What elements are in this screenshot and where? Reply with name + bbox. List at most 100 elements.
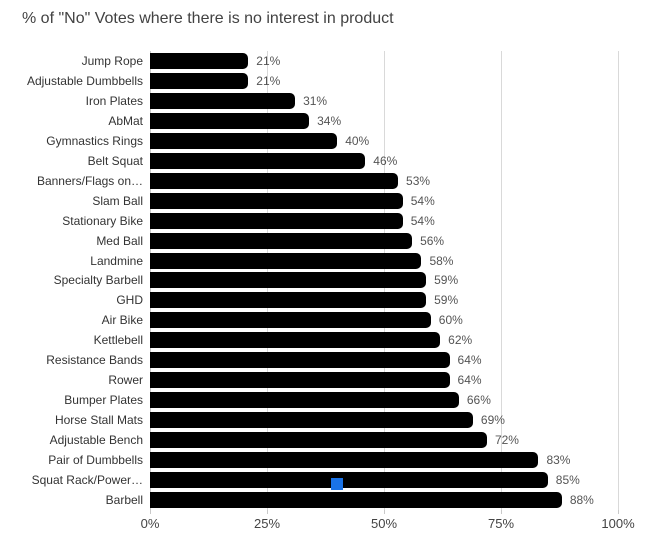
category-label: Barbell: [105, 492, 143, 507]
value-label: 53%: [406, 173, 431, 188]
bar[interactable]: [150, 312, 431, 329]
bar[interactable]: [150, 432, 487, 449]
value-label: 21%: [256, 53, 281, 68]
bar-track: 21%: [150, 51, 618, 71]
gridline: [501, 51, 502, 510]
category-label: Landmine: [90, 253, 143, 268]
bar[interactable]: [150, 392, 459, 409]
bar-row: AbMat 34%: [0, 111, 618, 131]
category-label: Adjustable Bench: [49, 433, 143, 448]
bar-row: Resistance Bands 64%: [0, 350, 618, 370]
bar-track: 88%: [150, 490, 618, 510]
axis-tick: [150, 510, 151, 514]
bar-track: 59%: [150, 290, 618, 310]
bar-track: 31%: [150, 91, 618, 111]
value-label: 66%: [466, 393, 491, 408]
bar-row: Slam Ball 54%: [0, 191, 618, 211]
bar-rows: Jump Rope 21% Adjustable Dumbbells 21% I…: [0, 51, 618, 510]
bar-row: Barbell 88%: [0, 490, 618, 510]
bar-track: 34%: [150, 111, 618, 131]
value-label: 64%: [457, 353, 482, 368]
bar-row: Gymnastics Rings 40%: [0, 131, 618, 151]
bar[interactable]: [150, 352, 450, 369]
bar-row: Horse Stall Mats 69%: [0, 410, 618, 430]
category-label: GHD: [116, 293, 143, 308]
selection-handle[interactable]: [331, 478, 343, 490]
value-label: 62%: [448, 333, 473, 348]
bar[interactable]: [150, 72, 249, 89]
category-label: Iron Plates: [85, 93, 143, 108]
bar[interactable]: [150, 52, 249, 69]
bar-row: Specialty Barbell 59%: [0, 270, 618, 290]
bar-row: Bumper Plates 66%: [0, 390, 618, 410]
bar[interactable]: [150, 172, 399, 189]
bar[interactable]: [150, 92, 296, 109]
bar[interactable]: [150, 252, 422, 269]
axis-tick: [267, 510, 268, 514]
bar-track: 85%: [150, 470, 618, 490]
bar[interactable]: [150, 412, 473, 429]
value-label: 54%: [410, 213, 435, 228]
category-label: Resistance Bands: [46, 353, 143, 368]
bar-track: 21%: [150, 71, 618, 91]
bar[interactable]: [150, 452, 539, 469]
bar-track: 64%: [150, 370, 618, 390]
bar[interactable]: [150, 212, 403, 229]
bar-track: 54%: [150, 211, 618, 231]
x-axis-labels: 0% 25% 50% 75% 100%: [141, 516, 635, 532]
bar-track: 59%: [150, 270, 618, 290]
category-label: Belt Squat: [87, 153, 143, 168]
value-label: 59%: [434, 293, 459, 308]
bar[interactable]: [150, 112, 310, 129]
category-label: Slam Ball: [92, 193, 143, 208]
bar-track: 40%: [150, 131, 618, 151]
value-label: 54%: [410, 193, 435, 208]
bar-track: 46%: [150, 151, 618, 171]
bar[interactable]: [150, 332, 441, 349]
value-label: 21%: [256, 73, 281, 88]
value-label: 56%: [420, 233, 445, 248]
x-axis-tick-label: 50%: [370, 516, 398, 531]
category-label: Jump Rope: [81, 53, 143, 68]
value-label: 60%: [438, 313, 463, 328]
axis-tick: [618, 510, 619, 514]
bar-track: 60%: [150, 310, 618, 330]
bar-row: Kettlebell 62%: [0, 330, 618, 350]
axis-tick: [384, 510, 385, 514]
bar-row: Jump Rope 21%: [0, 51, 618, 71]
category-label: Rower: [108, 373, 143, 388]
bar[interactable]: [150, 491, 562, 508]
bar[interactable]: [150, 152, 366, 169]
value-label: 31%: [303, 93, 328, 108]
bar-row: GHD 59%: [0, 290, 618, 310]
value-label: 88%: [569, 492, 594, 507]
bar-row: Rower 64%: [0, 370, 618, 390]
value-label: 64%: [457, 373, 482, 388]
bar-track: 72%: [150, 430, 618, 450]
value-label: 40%: [345, 133, 370, 148]
category-label: Air Bike: [101, 313, 143, 328]
category-label: Pair of Dumbbells: [48, 453, 143, 468]
bar[interactable]: [150, 232, 413, 249]
bar-row: Adjustable Dumbbells 21%: [0, 71, 618, 91]
bar-track: 69%: [150, 410, 618, 430]
bar[interactable]: [150, 132, 338, 149]
bar[interactable]: [150, 192, 403, 209]
bar-row: Belt Squat 46%: [0, 151, 618, 171]
category-label: Horse Stall Mats: [54, 413, 143, 428]
x-axis-tick-label: 0%: [140, 516, 160, 531]
category-label: Specialty Barbell: [53, 273, 143, 288]
bar-row: Med Ball 56%: [0, 231, 618, 251]
bar-row: Squat Rack/Power… 85%: [0, 470, 618, 490]
bar-row: Pair of Dumbbells 83%: [0, 450, 618, 470]
bar[interactable]: [150, 292, 427, 309]
bar[interactable]: [150, 372, 450, 389]
category-label: Bumper Plates: [64, 393, 143, 408]
bar[interactable]: [150, 272, 427, 289]
value-label: 72%: [494, 433, 519, 448]
x-axis-tick-label: 75%: [487, 516, 515, 531]
bar[interactable]: [150, 471, 548, 488]
x-axis-ticks: [150, 510, 619, 514]
category-label: Adjustable Dumbbells: [26, 73, 143, 88]
